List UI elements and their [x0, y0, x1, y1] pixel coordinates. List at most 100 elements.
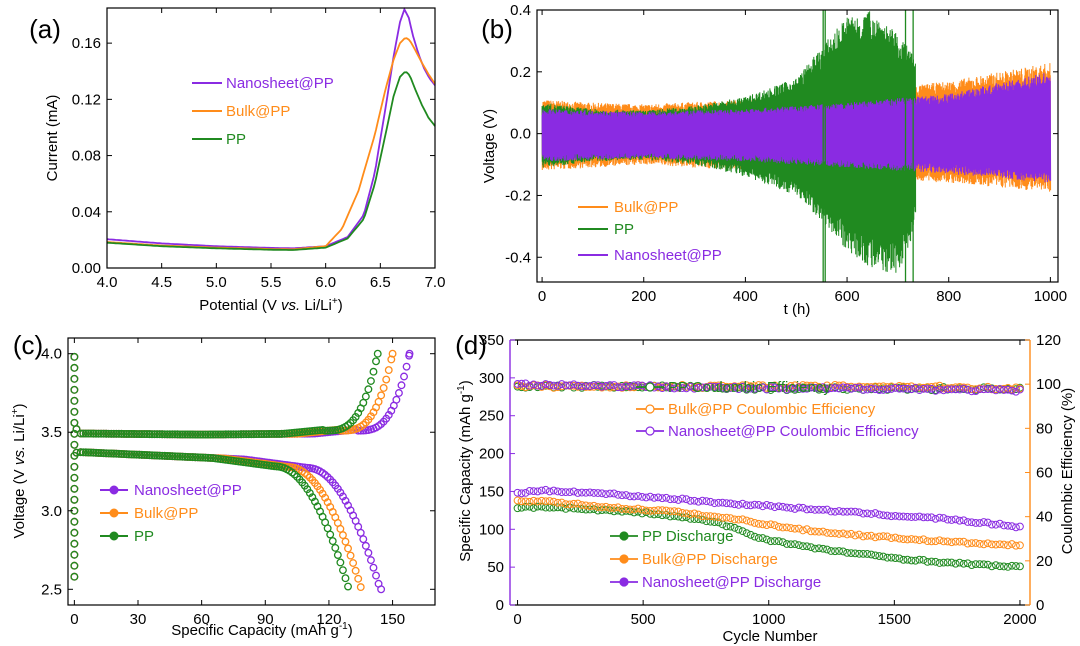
series-point-Bulk@PP Discharge: [995, 540, 1004, 549]
series-point-Bulk@PP Discharge: [766, 520, 775, 529]
series-point-Nanosheet@PP Coulombic Efficiency: [1012, 387, 1020, 396]
series-point-PP: [226, 430, 235, 439]
series-point-Nanosheet@PP Discharge: [622, 491, 630, 499]
series-point-Nanosheet@PP Coulombic Efficiency: [855, 383, 864, 392]
series-point-Nanosheet@PP Coulombic Efficiency: [658, 384, 667, 393]
series-point-PP Discharge: [1008, 561, 1016, 570]
series-point-PP Discharge: [525, 502, 534, 511]
series-point-Bulk@PP Discharge: [662, 506, 671, 515]
panel-d-ytick-label: 200: [479, 446, 504, 463]
series-point-PP Discharge: [927, 557, 936, 566]
legend-label: Bulk@PP Discharge: [642, 551, 778, 568]
series-point-Bulk@PP Discharge: [831, 529, 839, 538]
series-point-PP: [153, 430, 162, 439]
series-point-PP Discharge: [935, 559, 944, 567]
series-point-PP: [158, 451, 167, 460]
series-point-PP: [76, 448, 85, 457]
series-point-Nanosheet@PP Coulombic Efficiency: [513, 380, 522, 388]
series-point-Nanosheet@PP Discharge: [883, 511, 892, 520]
series-point-Nanosheet@PP: [359, 535, 368, 544]
series-point-Nanosheet@PP Discharge: [525, 487, 534, 495]
series-point-Nanosheet@PP Discharge: [662, 493, 671, 502]
series-point-Bulk@PP Discharge: [827, 529, 835, 538]
series-point-PP: [242, 430, 251, 439]
series-point-PP: [328, 426, 337, 435]
panel-d-ylabel-right-part: Coulombic Efficiency (%): [1059, 388, 1076, 554]
series-point-PP: [373, 349, 382, 358]
series-point-Nanosheet@PP Coulombic Efficiency: [618, 383, 626, 392]
panel-d-xtick-label: 1500: [878, 611, 911, 628]
series-point-Bulk@PP: [351, 566, 360, 575]
series-point-Bulk@PP: [379, 383, 388, 392]
series-point-Nanosheet@PP Discharge: [774, 502, 783, 511]
series-point-Nanosheet@PP Coulombic Efficiency: [746, 384, 755, 393]
series-point-Nanosheet@PP: [394, 389, 403, 397]
series-point-PP: [173, 430, 182, 439]
series-point-PP: [135, 450, 144, 459]
series-point-Nanosheet@PP Discharge: [871, 509, 880, 517]
series-point-Bulk@PP Discharge: [718, 514, 727, 522]
series-point-Bulk@PP Discharge: [803, 525, 811, 534]
series-point-Bulk@PP Discharge: [891, 533, 900, 542]
series-point-Nanosheet@PP Coulombic Efficiency: [991, 386, 1000, 395]
series-point-PP: [198, 453, 207, 462]
series-point-PP Discharge: [549, 503, 558, 512]
series-point-Bulk@PP Discharge: [971, 539, 980, 547]
series-point-PP: [99, 429, 108, 438]
series-point-PP: [70, 572, 79, 581]
series-point-Bulk@PP Coulombic Efficiency: [983, 382, 992, 391]
series-point-PP: [79, 448, 88, 457]
legend-label: Nanosheet@PP: [614, 247, 722, 264]
series-point-Nanosheet@PP Coulombic Efficiency: [533, 381, 542, 390]
series-point-PP: [148, 430, 156, 439]
panel-d-label: (d): [455, 330, 487, 360]
series-point-Nanosheet@PP Discharge: [959, 516, 968, 525]
legend-label: Bulk@PP: [134, 505, 198, 522]
series-point-Bulk@PP Discharge: [581, 501, 590, 510]
series-point-Nanosheet@PP Coulombic Efficiency: [999, 386, 1008, 394]
series-point-Bulk@PP Discharge: [529, 496, 538, 505]
legend-label: Nanosheet@PP: [134, 482, 242, 499]
series-point-Nanosheet@PP Coulombic Efficiency: [638, 381, 647, 390]
series-point-Nanosheet@PP Coulombic Efficiency: [682, 384, 691, 393]
series-point-PP: [254, 430, 263, 439]
series-point-PP Discharge: [971, 560, 980, 569]
series-point-Bulk@PP Discharge: [839, 529, 848, 538]
series-point-Nanosheet@PP Coulombic Efficiency: [517, 379, 526, 388]
series-point-Bulk@PP: [356, 583, 365, 592]
series-point-Bulk@PP Discharge: [746, 517, 755, 526]
series-point-Bulk@PP Coulombic Efficiency: [915, 383, 924, 392]
series-point-Nanosheet@PP Coulombic Efficiency: [790, 384, 799, 393]
series-point-Nanosheet@PP Coulombic Efficiency: [939, 386, 948, 395]
series-point-PP: [219, 430, 228, 439]
series-point-Nanosheet@PP Discharge: [590, 489, 598, 497]
series-point-Nanosheet@PP Coulombic Efficiency: [734, 385, 743, 394]
series-point-PP: [305, 427, 314, 436]
series-point-Nanosheet@PP Discharge: [722, 499, 731, 508]
series-point-PP Discharge: [815, 544, 823, 553]
series-point-PP Discharge: [959, 559, 968, 568]
series-point-PP: [140, 451, 149, 459]
series-point-Nanosheet@PP Discharge: [682, 495, 691, 504]
series-point-Bulk@PP Coulombic Efficiency: [606, 383, 614, 392]
series-point-Bulk@PP Discharge: [642, 506, 651, 515]
series-point-Nanosheet@PP Discharge: [730, 500, 739, 509]
series-point-PP Discharge: [706, 517, 715, 526]
series-point-PP: [178, 452, 187, 461]
series-point-Bulk@PP Discharge: [754, 519, 763, 528]
series-point-PP: [364, 385, 373, 394]
series-point-PP: [145, 430, 154, 439]
series-point-PP: [70, 385, 79, 394]
series-point-Bulk@PP Discharge: [911, 535, 920, 544]
series-point-PP Discharge: [602, 505, 610, 514]
series-point-Bulk@PP Discharge: [630, 505, 638, 514]
series-point-PP: [155, 430, 164, 439]
series-point-Nanosheet@PP Coulombic Efficiency: [895, 384, 904, 393]
series-point-Bulk@PP Discharge: [879, 532, 888, 540]
series-point-PP Discharge: [967, 561, 976, 569]
panel-c-ylabel-part: ): [11, 403, 28, 408]
panel-a-xtick-label: 4.5: [151, 274, 172, 291]
series-point-Bulk@PP Discharge: [521, 497, 530, 506]
series-point-Bulk@PP: [382, 375, 391, 384]
series-point-PP: [300, 427, 309, 436]
